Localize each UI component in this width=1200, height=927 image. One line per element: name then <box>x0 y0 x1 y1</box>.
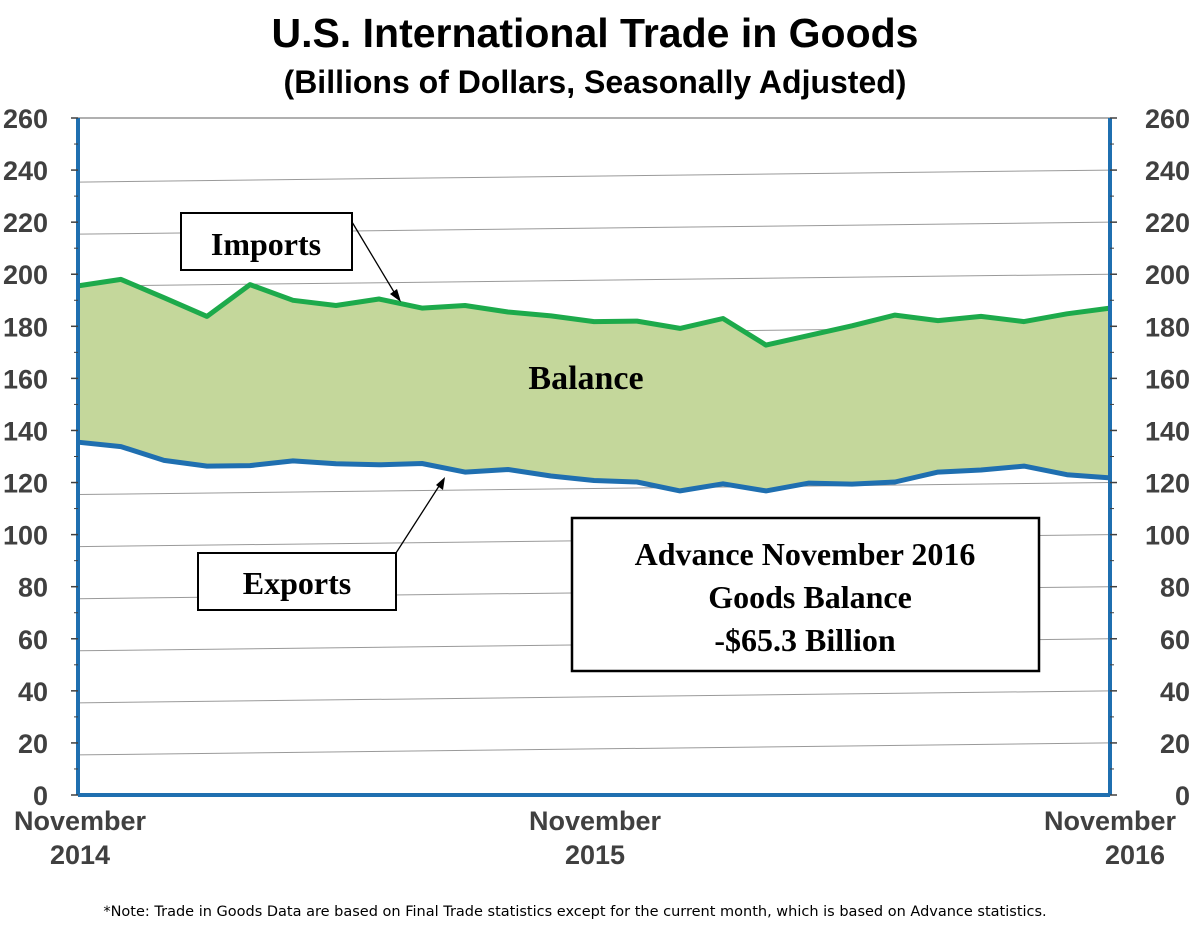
y-tick-label-right: 20 <box>1160 729 1190 759</box>
y-tick-label-left: 220 <box>3 208 48 238</box>
y-tick-label-right: 140 <box>1145 416 1190 446</box>
y-tick-label-right: 80 <box>1160 573 1190 603</box>
y-tick-label-left: 40 <box>18 677 48 707</box>
x-tick-label-line2: 2016 <box>1105 840 1165 870</box>
exports-callout-label: Exports <box>243 565 351 601</box>
y-tick-label-right: 240 <box>1145 156 1190 186</box>
y-tick-label-right: 40 <box>1160 677 1190 707</box>
y-tick-label-right: 260 <box>1145 104 1190 134</box>
y-axis-right: 0 20 40 60 80 100 120 140 160 180 200 220 240 260 <box>1110 104 1190 811</box>
y-tick-label-left: 100 <box>3 521 48 551</box>
chart-title: U.S. International Trade in Goods <box>272 10 919 56</box>
y-tick-label-right: 160 <box>1145 364 1190 394</box>
x-tick-label-line2: 2015 <box>565 840 625 870</box>
summary-line-2: Goods Balance <box>708 579 912 615</box>
gridline <box>77 742 1111 756</box>
y-tick-label-right: 180 <box>1145 312 1190 342</box>
x-tick-label-line2: 2014 <box>50 840 110 870</box>
y-tick-label-right: 0 <box>1175 781 1190 811</box>
balance-area <box>78 279 1110 491</box>
summary-line-1: Advance November 2016 <box>635 536 976 572</box>
footnote: *Note: Trade in Goods Data are based on … <box>103 904 1046 920</box>
exports-callout: Exports <box>197 477 445 611</box>
y-tick-label-left: 140 <box>3 416 48 446</box>
y-tick-label-left: 120 <box>3 469 48 499</box>
y-tick-label-right: 200 <box>1145 260 1190 290</box>
y-tick-label-left: 260 <box>3 104 48 134</box>
y-tick-label-left: 60 <box>18 625 48 655</box>
imports-arrowhead-icon <box>390 289 401 302</box>
y-tick-label-left: 80 <box>18 573 48 603</box>
imports-arrow <box>351 221 398 298</box>
summary-callout: Advance November 2016 Goods Balance -$65… <box>570 516 1041 673</box>
x-tick-label-line1: November <box>14 806 147 836</box>
y-tick-label-right: 220 <box>1145 208 1190 238</box>
imports-callout-label: Imports <box>211 226 321 262</box>
y-tick-label-left: 180 <box>3 312 48 342</box>
balance-label: Balance <box>528 360 643 397</box>
y-tick-label-left: 240 <box>3 156 48 186</box>
exports-arrow <box>395 482 442 554</box>
y-tick-label-left: 20 <box>18 729 48 759</box>
y-tick-label-right: 120 <box>1145 469 1190 499</box>
summary-line-3: -$65.3 Billion <box>714 622 896 658</box>
gridline <box>77 169 1111 183</box>
x-tick-label-line1: November <box>529 806 662 836</box>
imports-callout: Imports <box>180 212 401 302</box>
chart-subtitle: (Billions of Dollars, Seasonally Adjuste… <box>284 64 907 100</box>
y-axis-left: 0 20 40 60 80 100 120 140 160 180 200 220 240 260 <box>3 104 78 811</box>
x-tick-label-line1: November <box>1044 806 1177 836</box>
gridline <box>77 482 1111 496</box>
y-tick-label-left: 0 <box>33 781 48 811</box>
y-tick-label-left: 160 <box>3 364 48 394</box>
y-tick-label-right: 60 <box>1160 625 1190 655</box>
gridline <box>77 273 1111 287</box>
y-tick-label-right: 100 <box>1145 521 1190 551</box>
gridline <box>77 690 1111 704</box>
y-tick-label-left: 200 <box>3 260 48 290</box>
x-axis: November 2014 November 2015 November 2016 <box>14 806 1177 870</box>
exports-arrowhead-icon <box>436 477 445 490</box>
